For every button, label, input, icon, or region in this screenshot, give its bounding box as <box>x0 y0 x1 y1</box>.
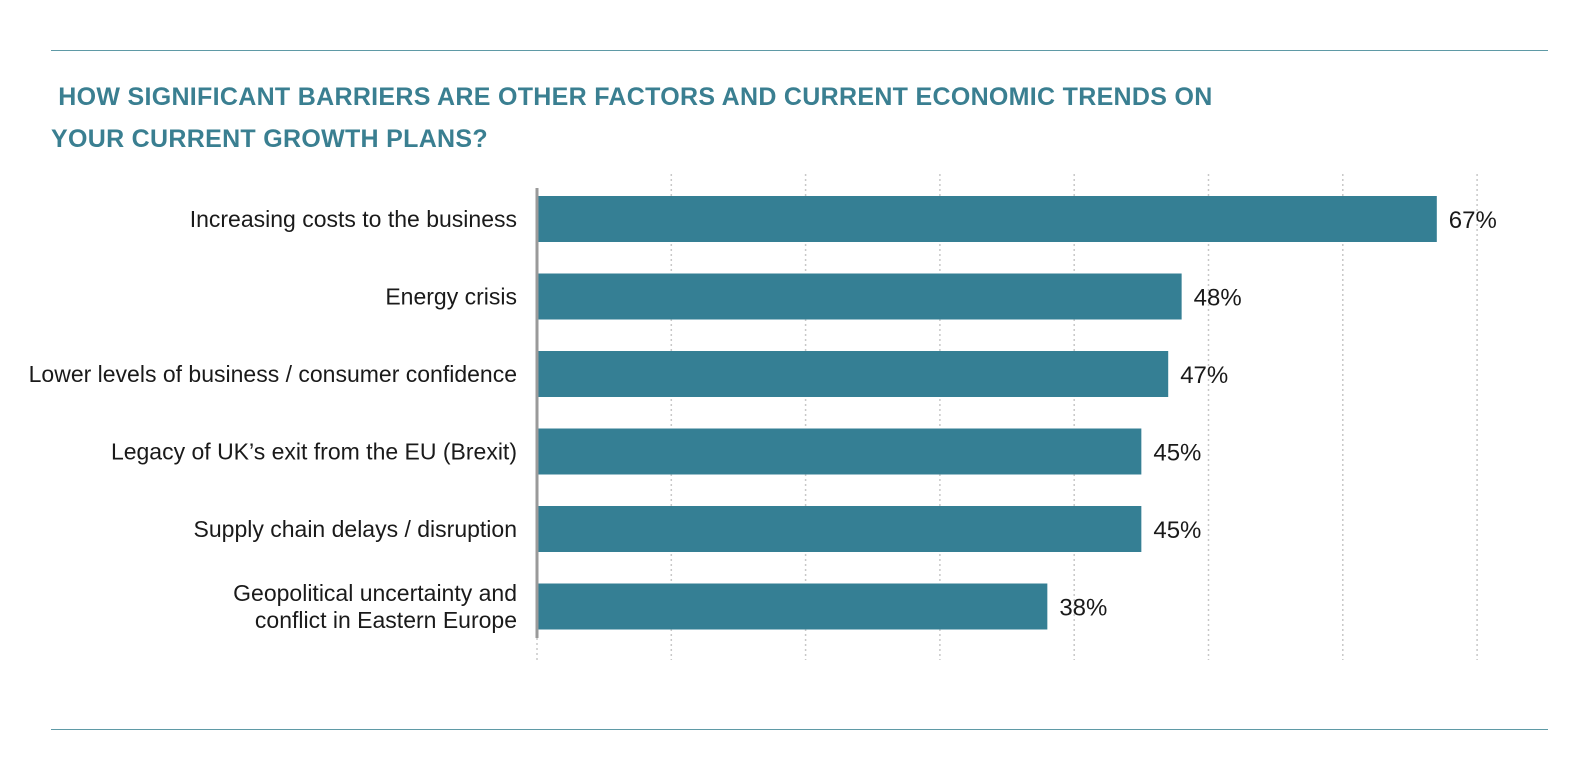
data-label: 48% <box>1194 285 1242 312</box>
data-label: 45% <box>1153 517 1201 544</box>
bar <box>537 583 1048 630</box>
category-label: Supply chain delays / disruption <box>194 516 517 542</box>
value-labels: 67% 48% 47% 45% 45% 38% <box>1059 207 1497 622</box>
category-label: Increasing costs to the business <box>190 206 517 232</box>
bar <box>537 273 1182 320</box>
category-label: Legacy of UK’s exit from the EU (Brexit) <box>111 439 517 465</box>
bar <box>537 351 1169 397</box>
chart-title: HOW SIGNIFICANT BARRIERS ARE OTHER FACTO… <box>51 76 1251 160</box>
data-label: 47% <box>1180 362 1228 389</box>
data-label: 45% <box>1153 440 1201 467</box>
category-label: Lower levels of business / consumer conf… <box>29 361 517 387</box>
chart-title-line-1: HOW SIGNIFICANT BARRIERS ARE OTHER FACTO… <box>51 83 1213 111</box>
bar <box>537 196 1437 242</box>
top-divider <box>51 50 1548 51</box>
data-label: 67% <box>1449 207 1497 234</box>
bar <box>537 506 1142 552</box>
bars <box>537 196 1437 630</box>
gridlines <box>536 174 1478 660</box>
category-label: Geopolitical uncertainty and <box>233 580 517 606</box>
data-label: 38% <box>1059 595 1107 622</box>
chart-title-line-2: YOUR CURRENT GROWTH PLANS? <box>51 125 488 153</box>
bottom-divider <box>51 729 1548 730</box>
bar <box>537 428 1142 475</box>
category-label: Energy crisis <box>385 284 517 310</box>
category-label: conflict in Eastern Europe <box>255 607 517 633</box>
category-labels: Increasing costs to the business Energy c… <box>29 206 517 633</box>
